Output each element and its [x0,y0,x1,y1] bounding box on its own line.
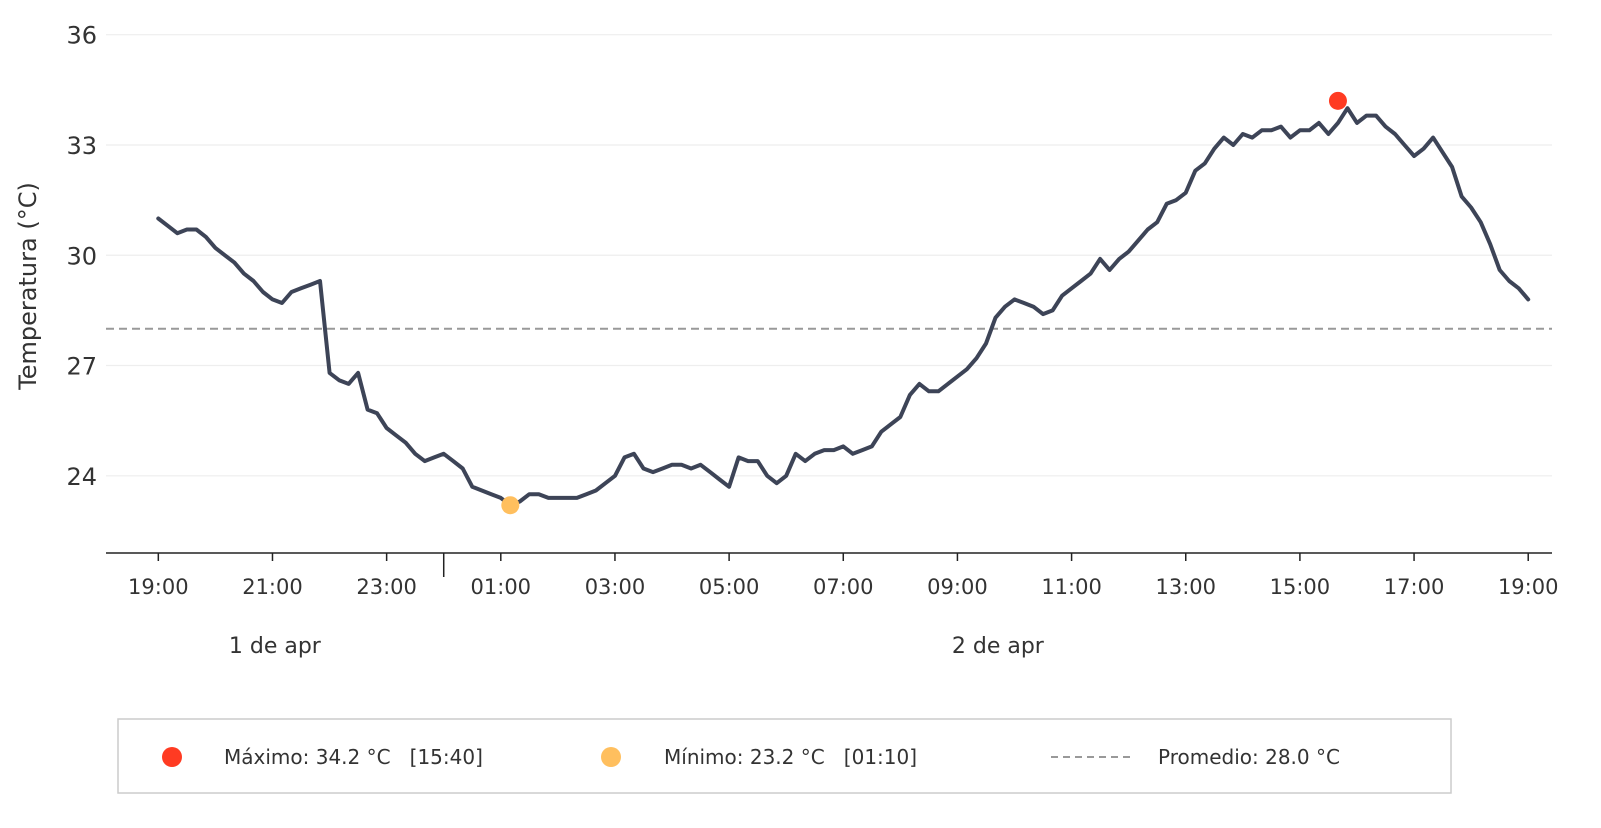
date-group-label: 2 de apr [952,634,1045,659]
x-tick-label: 07:00 [813,575,874,599]
y-tick-label: 33 [66,132,97,160]
legend-min-marker [601,747,621,767]
legend-max-marker [162,747,182,767]
x-tick-label: 13:00 [1155,575,1216,599]
x-tick-label: 19:00 [1498,575,1559,599]
legend-average-label: Promedio: 28.0 °C [1158,745,1340,769]
x-axis: 19:00 21:00 23:00 01:00 03:00 05:00 07:00 09:00… [106,552,1559,659]
y-axis-label: Temperatura (°C) [14,182,42,391]
legend-max-label: Máximo: 34.2 °C [15:40] [224,745,483,769]
y-tick-label: 36 [66,22,97,50]
legend-box [117,718,1452,794]
y-axis-ticks: 24 27 30 33 36 [66,22,97,491]
max-marker [1328,91,1347,110]
x-tick-label: 15:00 [1270,575,1331,599]
x-tick-label: 11:00 [1041,575,1102,599]
min-marker [501,496,520,515]
x-tick-label: 09:00 [927,575,988,599]
x-tick-label: 17:00 [1384,575,1445,599]
grid-lines [106,34,1552,477]
x-tick-label: 23:00 [356,575,417,599]
temperature-series-line [156,106,1531,508]
x-tick-label: 01:00 [471,575,532,599]
x-tick-label: 05:00 [699,575,760,599]
x-tick-label: 03:00 [585,575,646,599]
y-tick-label: 24 [66,463,97,491]
legend: Máximo: 34.2 °C [15:40] Mínimo: 23.2 °C … [117,718,1452,794]
x-tick-label: 21:00 [242,575,303,599]
x-tick-label: 19:00 [128,575,189,599]
y-tick-label: 27 [66,353,97,381]
date-group-label: 1 de apr [229,634,322,659]
legend-min-label: Mínimo: 23.2 °C [01:10] [664,745,917,769]
y-tick-label: 30 [66,242,97,270]
